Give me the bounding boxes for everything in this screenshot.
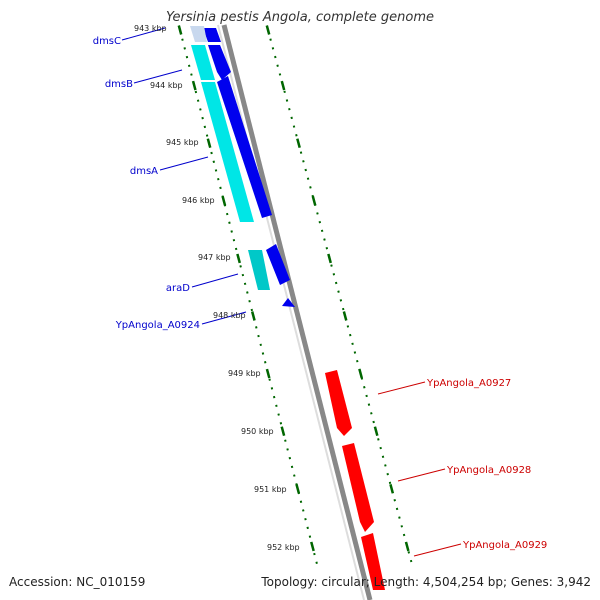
YpAngola_A0928-connector <box>397 468 446 482</box>
gene-label-dmsB[interactable]: dmsB <box>105 79 133 90</box>
map-title: Yersinia pestis Angola, complete genome <box>166 10 434 25</box>
major-tick-outer <box>389 483 395 494</box>
tick-marks <box>177 25 410 552</box>
major-tick-inner <box>191 80 197 91</box>
major-tick-outer <box>404 541 410 552</box>
major-tick-inner <box>295 483 301 494</box>
kbp-label-951: 951 kbp <box>254 485 287 494</box>
gene-label-YpAngola_A0928[interactable]: YpAngola_A0928 <box>446 465 531 476</box>
accession-text: Accession: NC_010159 <box>9 575 146 589</box>
araD-connector <box>191 273 239 288</box>
kbp-label-944: 944 kbp <box>150 81 183 90</box>
dmsB-connector <box>133 69 183 84</box>
gene-label-dmsA[interactable]: dmsA <box>130 166 158 177</box>
gene-dmsB-block[interactable] <box>208 45 231 80</box>
major-tick-inner <box>310 541 315 552</box>
genome-backbone <box>221 24 373 600</box>
gene-YpAngola_A0928-block[interactable] <box>342 443 374 532</box>
YpAngola_A0927-connector <box>377 381 426 395</box>
major-tick-inner <box>206 138 212 149</box>
major-tick-outer <box>327 253 332 264</box>
major-tick-outer <box>280 80 286 91</box>
major-tick-outer <box>296 138 301 149</box>
dmsC-connector <box>121 27 166 41</box>
gene-dmsC-light-block <box>190 26 207 42</box>
gene-label-araD[interactable]: araD <box>166 283 190 294</box>
gene-YpAngola_A0924-block[interactable] <box>282 298 295 307</box>
gene-label-YpAngola_A0927[interactable]: YpAngola_A0927 <box>426 378 511 389</box>
major-tick-inner <box>280 426 286 437</box>
gene-dmsA-block[interactable] <box>217 76 272 218</box>
gene-label-dmsC[interactable]: dmsC <box>93 36 121 47</box>
major-tick-inner <box>265 368 271 379</box>
dmsA-connector <box>159 156 209 171</box>
gene-dmsC-block[interactable] <box>203 28 221 42</box>
YpAngola_A0924-connector <box>201 311 247 325</box>
kbp-label-947: 947 kbp <box>198 253 231 262</box>
major-tick-outer <box>265 25 271 35</box>
kbp-label-948: 948 kbp <box>213 311 246 320</box>
kbp-label-945: 945 kbp <box>166 138 199 147</box>
major-tick-outer <box>342 311 348 321</box>
kbp-label-946: 946 kbp <box>182 196 215 205</box>
gene-YpAngola_A0927-block[interactable] <box>325 370 352 436</box>
kbp-label-952: 952 kbp <box>267 543 300 552</box>
major-tick-inner <box>236 253 241 264</box>
major-tick-inner <box>177 25 183 35</box>
genome-backbone-shadow <box>217 24 365 600</box>
major-tick-outer <box>358 368 364 379</box>
gene-dmsA-light-block[interactable] <box>201 82 254 222</box>
gene-araD-block[interactable] <box>266 244 290 285</box>
kbp-label-949: 949 kbp <box>228 369 261 378</box>
major-tick-inner <box>250 311 256 321</box>
YpAngola_A0929-connector <box>413 543 462 557</box>
gene-YpAngola_A0929-block[interactable] <box>361 533 385 590</box>
gene-araD-light-block[interactable] <box>248 250 270 290</box>
kbp-label-943: 943 kbp <box>134 24 167 33</box>
gene-label-YpAngola_A0929[interactable]: YpAngola_A0929 <box>462 540 547 551</box>
major-tick-outer <box>311 195 317 206</box>
gene-dmsB-light-block[interactable] <box>191 45 215 80</box>
major-tick-inner <box>221 195 227 206</box>
genome-summary-text: Topology: circular; Length: 4,504,254 bp… <box>261 575 591 589</box>
gene-label-YpAngola_A0924[interactable]: YpAngola_A0924 <box>115 320 200 331</box>
kbp-label-950: 950 kbp <box>241 427 274 436</box>
major-tick-outer <box>373 426 379 437</box>
